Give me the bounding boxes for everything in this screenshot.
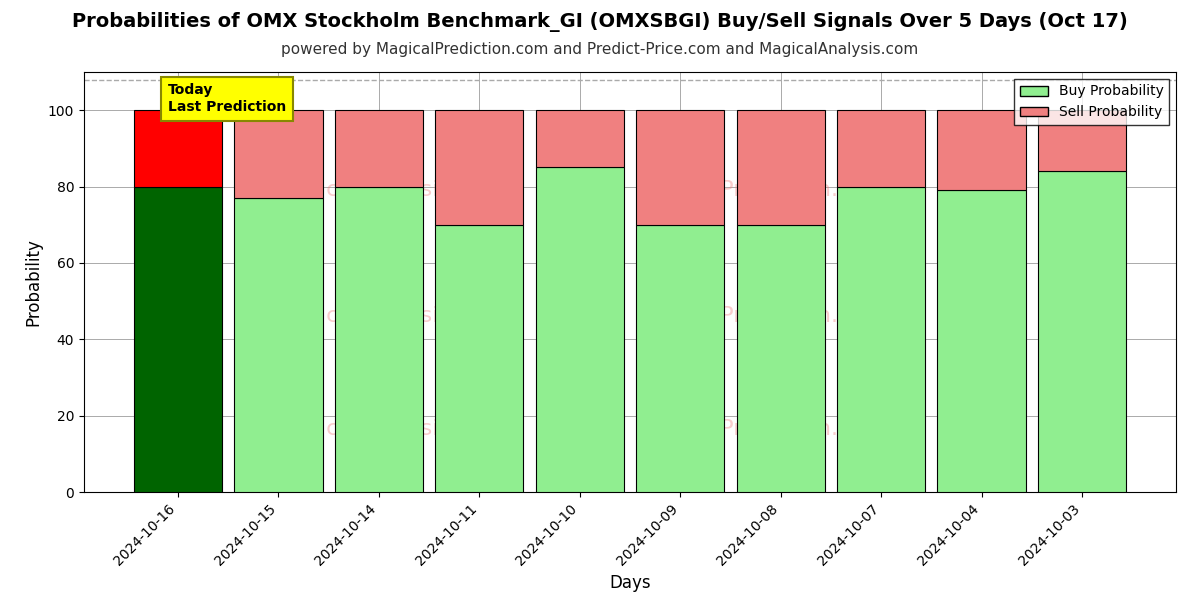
Bar	[1038, 171, 1127, 492]
Bar	[436, 110, 523, 225]
Text: MagicalPrediction.com: MagicalPrediction.com	[636, 305, 887, 326]
Text: Today
Last Prediction: Today Last Prediction	[168, 83, 286, 113]
Text: MagicalAnalysis.com: MagicalAnalysis.com	[274, 419, 505, 439]
Bar	[133, 187, 222, 492]
Bar	[937, 190, 1026, 492]
Legend: Buy Probability, Sell Probability: Buy Probability, Sell Probability	[1014, 79, 1169, 125]
Bar	[1038, 110, 1127, 171]
Bar	[535, 110, 624, 167]
Bar	[737, 110, 824, 225]
Bar	[836, 110, 925, 187]
Bar	[335, 110, 424, 187]
Text: Probabilities of OMX Stockholm Benchmark_GI (OMXSBGI) Buy/Sell Signals Over 5 Da: Probabilities of OMX Stockholm Benchmark…	[72, 12, 1128, 32]
Bar	[436, 225, 523, 492]
Bar	[937, 110, 1026, 190]
Text: MagicalAnalysis.com: MagicalAnalysis.com	[274, 305, 505, 326]
Bar	[636, 225, 725, 492]
Text: powered by MagicalPrediction.com and Predict-Price.com and MagicalAnalysis.com: powered by MagicalPrediction.com and Pre…	[281, 42, 919, 57]
Bar	[234, 110, 323, 198]
Text: MagicalAnalysis.com: MagicalAnalysis.com	[274, 179, 505, 200]
Bar	[836, 187, 925, 492]
Bar	[737, 225, 824, 492]
Text: MagicalPrediction.com: MagicalPrediction.com	[636, 419, 887, 439]
Bar	[535, 167, 624, 492]
X-axis label: Days: Days	[610, 574, 650, 592]
Bar	[234, 198, 323, 492]
Bar	[133, 110, 222, 187]
Y-axis label: Probability: Probability	[24, 238, 42, 326]
Bar	[636, 110, 725, 225]
Bar	[335, 187, 424, 492]
Text: MagicalPrediction.com: MagicalPrediction.com	[636, 179, 887, 200]
